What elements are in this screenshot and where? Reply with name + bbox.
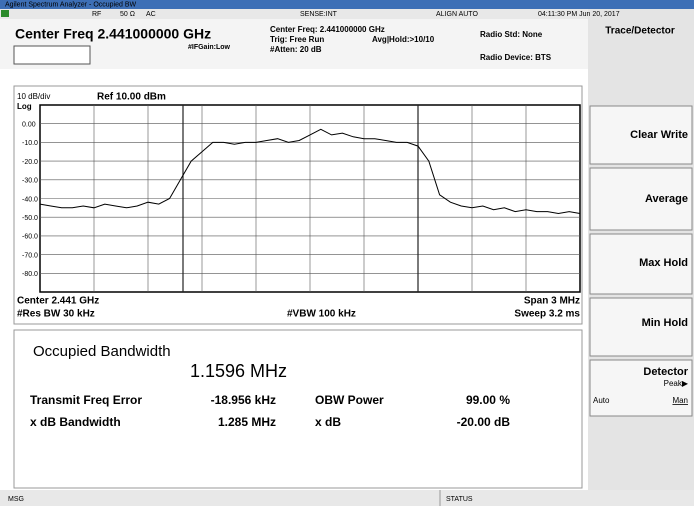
- obw-value: 1.1596 MHz: [190, 361, 287, 381]
- x-axis-label: #VBW 100 kHz: [287, 309, 356, 320]
- y-tick-label: -30.0: [22, 178, 38, 185]
- softkey-option: Man: [672, 396, 688, 405]
- softkey-label: Detector: [643, 366, 688, 378]
- softkey[interactable]: [589, 359, 693, 417]
- softkey-label: Min Hold: [642, 317, 688, 329]
- measurement-label: Transmit Freq Error: [30, 393, 142, 407]
- y-tick-label: 0.00: [22, 122, 36, 129]
- x-axis-label: Span 3 MHz: [524, 296, 580, 307]
- measurement-value: 1.285 MHz: [218, 415, 276, 429]
- setting-text: #IFGain:Low: [188, 44, 231, 51]
- scale-label: 10 dB/div: [17, 92, 50, 101]
- trace: [39, 128, 581, 215]
- measurement-label: x dB: [315, 415, 341, 429]
- setting-text: Trig: Free Run: [270, 35, 324, 44]
- x-axis-label: #Res BW 30 kHz: [17, 309, 95, 320]
- y-tick-label: -40.0: [22, 196, 38, 203]
- setting-text: Radio Std: None: [480, 30, 543, 39]
- setting-text: Avg|Hold:>10/10: [372, 35, 435, 44]
- settings-panel: [0, 19, 588, 69]
- indicator: [1, 10, 9, 17]
- softkey[interactable]: [589, 105, 693, 165]
- ref-level: Ref 10.00 dBm: [97, 92, 166, 103]
- y-tick-label: -70.0: [22, 252, 38, 259]
- y-tick-label: -20.0: [22, 159, 38, 166]
- status-text: 04:11:30 PM Jun 20, 2017: [538, 11, 620, 18]
- softkey-label: Max Hold: [639, 257, 688, 269]
- status-text: SENSE:INT: [300, 11, 338, 18]
- measurement-panel: [13, 329, 583, 489]
- measurement-title: Occupied Bandwidth: [33, 343, 171, 360]
- softkey[interactable]: [589, 167, 693, 231]
- softkey[interactable]: [589, 233, 693, 295]
- y-tick-label: -50.0: [22, 215, 38, 222]
- status-text: RF: [92, 11, 101, 18]
- softkey-label: Clear Write: [630, 129, 688, 141]
- y-tick-label: -10.0: [22, 140, 38, 147]
- softkey-label: Average: [645, 193, 688, 205]
- status-text: AC: [146, 11, 156, 18]
- footer-bar: [0, 490, 694, 506]
- status-bar: [0, 9, 694, 19]
- setting-text: #Atten: 20 dB: [270, 45, 322, 54]
- measurement-value: -20.00 dB: [457, 415, 511, 429]
- y-tick-label: -80.0: [22, 271, 38, 278]
- entry-box: [13, 45, 91, 65]
- x-axis-label: Sweep 3.2 ms: [514, 309, 580, 320]
- status-text: 50 Ω: [120, 11, 135, 18]
- status-text: ALIGN AUTO: [436, 11, 478, 18]
- softkey[interactable]: [589, 297, 693, 357]
- window-title: Agilent Spectrum Analyzer - Occupied BW: [5, 1, 137, 8]
- title-bar: [0, 0, 694, 9]
- footer-text: STATUS: [446, 496, 473, 503]
- setting-text: Center Freq: 2.441000000 GHz: [270, 25, 385, 34]
- center-freq: Center Freq 2.441000000 GHz: [15, 26, 211, 42]
- measurement-value: -18.956 kHz: [211, 393, 276, 407]
- x-axis-label: Center 2.441 GHz: [17, 296, 99, 307]
- setting-text: Radio Device: BTS: [480, 53, 552, 62]
- measurement-label: x dB Bandwidth: [30, 415, 121, 429]
- softkey-title: Trace/Detector: [605, 26, 675, 37]
- measurement-value: 99.00 %: [466, 393, 510, 407]
- footer-text: MSG: [8, 496, 24, 503]
- scale-type: Log: [17, 102, 32, 111]
- softkey-option: Auto: [593, 396, 610, 405]
- measurement-label: OBW Power: [315, 393, 384, 407]
- y-tick-label: -60.0: [22, 234, 38, 241]
- softkey-value: Peak▶: [664, 379, 689, 388]
